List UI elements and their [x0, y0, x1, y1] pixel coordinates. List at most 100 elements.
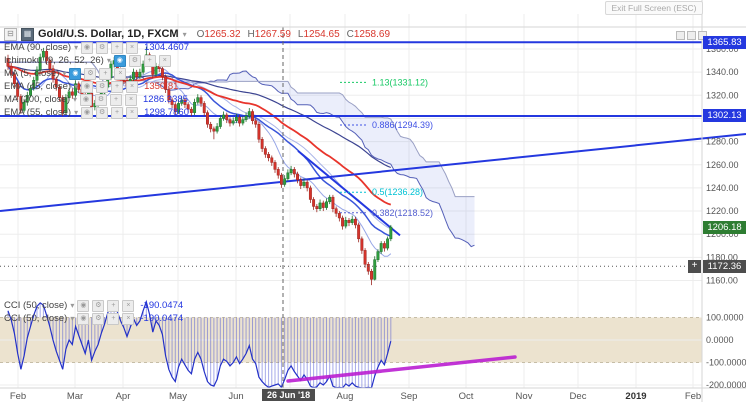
svg-text:1320.00: 1320.00: [706, 90, 739, 100]
svg-text:1160.00: 1160.00: [706, 276, 738, 286]
svg-text:Nov: Nov: [516, 391, 533, 402]
svg-text:-200.0000: -200.0000: [706, 380, 746, 390]
svg-text:1340.00: 1340.00: [706, 67, 739, 77]
close-icon[interactable]: ×: [125, 93, 138, 106]
close-icon[interactable]: ×: [158, 54, 171, 67]
legend-row[interactable]: EMA (90, close) ▾ ◉ ⚙ + × 1304.4607: [4, 41, 189, 54]
ichimoku-cloud: [8, 61, 475, 248]
legend-value: 1304.4607: [144, 42, 189, 53]
plus-icon[interactable]: +: [111, 80, 124, 93]
gear-icon[interactable]: ⚙: [95, 93, 108, 106]
legend-row[interactable]: EMA (45, close) ▾ ◉ ⚙ + × 1350.81: [4, 80, 189, 93]
svg-text:2019: 2019: [625, 391, 646, 402]
gear-icon[interactable]: ⚙: [96, 106, 109, 119]
eye-icon[interactable]: ◉: [81, 41, 94, 54]
legend-row[interactable]: Ichimoku (9, 26, 52, 26) ▾ ◉ ⚙ + ×: [4, 54, 189, 67]
caret-down-icon[interactable]: ▾: [70, 314, 75, 323]
svg-text:1240.00: 1240.00: [706, 183, 739, 193]
chart-style-icon[interactable]: ▦: [21, 27, 34, 41]
close-icon[interactable]: ×: [114, 67, 127, 80]
gear-icon[interactable]: ⚙: [92, 299, 105, 312]
pane-buttons[interactable]: [676, 31, 707, 40]
ohlc-token: O1265.32: [196, 28, 241, 40]
pane-button-icon[interactable]: [698, 31, 707, 40]
svg-text:-100.0000: -100.0000: [706, 358, 746, 368]
gear-icon[interactable]: ⚙: [96, 41, 109, 54]
legend-label: EMA (55, close): [4, 107, 72, 118]
close-icon[interactable]: ×: [126, 80, 139, 93]
gear-icon[interactable]: ⚙: [84, 67, 97, 80]
svg-text:Feb: Feb: [685, 391, 701, 402]
plus-icon[interactable]: +: [107, 299, 120, 312]
exit-fullscreen-button[interactable]: Exit Full Screen (ESC): [605, 1, 703, 15]
svg-text:1180.00: 1180.00: [706, 252, 738, 262]
legend-row[interactable]: CCI (50, close) ▾ ◉ ⚙ + × -190.0474: [4, 312, 183, 325]
symbol-title[interactable]: Gold/U.S. Dollar, 1D, FXCM: [38, 28, 179, 40]
legend-value: 1286.3385: [143, 94, 188, 105]
close-icon[interactable]: ×: [126, 106, 139, 119]
legend-row[interactable]: MA (5, close) ▾ ◉ ⚙ + ×: [4, 67, 189, 80]
plus-icon[interactable]: +: [107, 312, 120, 325]
ohlc-token: C1258.69: [346, 28, 391, 40]
close-icon[interactable]: ×: [122, 312, 135, 325]
eye-icon[interactable]: ◉: [113, 54, 126, 67]
plus-icon[interactable]: +: [111, 41, 124, 54]
cci-band: [0, 317, 702, 386]
svg-text:Dec: Dec: [570, 391, 587, 402]
svg-text:May: May: [169, 391, 187, 402]
caret-down-icon[interactable]: ▾: [62, 69, 67, 78]
close-icon[interactable]: ×: [126, 41, 139, 54]
pane-button-icon[interactable]: [687, 31, 696, 40]
svg-text:1200.00: 1200.00: [706, 229, 739, 239]
legend-value: -190.0474: [140, 300, 184, 311]
crosshair-layer: [0, 27, 702, 388]
plus-icon[interactable]: +: [143, 54, 156, 67]
collapse-icon[interactable]: ⊟: [4, 27, 17, 41]
legend-label: EMA (45, close): [4, 81, 72, 92]
eye-icon[interactable]: ◉: [81, 106, 94, 119]
svg-text:0.0000: 0.0000: [706, 335, 734, 345]
gear-icon[interactable]: ⚙: [92, 312, 105, 325]
symbol-title-row: ⊟ ▦ Gold/U.S. Dollar, 1D, FXCM ▾ O1265.3…: [4, 27, 390, 41]
caret-down-icon[interactable]: ▾: [73, 95, 78, 104]
eye-icon[interactable]: ◉: [80, 93, 93, 106]
gear-icon[interactable]: ⚙: [96, 80, 109, 93]
ohlc-values: O1265.32 H1267.59 L1254.65 C1258.69: [197, 29, 390, 40]
legend-value: 1298.7860: [144, 107, 189, 118]
price-axis-badge: 1365.83: [703, 36, 746, 49]
gear-icon[interactable]: ⚙: [128, 54, 141, 67]
legend-row[interactable]: CCI (50, close) ▾ ◉ ⚙ + × -190.0474: [4, 299, 183, 312]
legend-label: EMA (90, close): [4, 42, 72, 53]
indicator-legend: EMA (90, close) ▾ ◉ ⚙ + × 1304.4607 Ichimoku (9…: [4, 41, 189, 119]
eye-icon[interactable]: ◉: [81, 80, 94, 93]
cci-layer: [7, 299, 517, 389]
caret-down-icon[interactable]: ▾: [182, 29, 187, 39]
caret-down-icon[interactable]: ▾: [74, 108, 79, 117]
moving-averages: [7, 65, 392, 257]
legend-label: CCI (50, close): [4, 313, 68, 324]
eye-icon[interactable]: ◉: [77, 312, 90, 325]
legend-row[interactable]: EMA (55, close) ▾ ◉ ⚙ + × 1298.7860: [4, 106, 189, 119]
eye-icon[interactable]: ◉: [77, 299, 90, 312]
legend-value: 1350.81: [144, 81, 179, 92]
svg-text:Oct: Oct: [459, 391, 474, 402]
fib-label: 0.886(1294.39): [372, 120, 433, 130]
caret-down-icon[interactable]: ▾: [106, 56, 111, 65]
close-icon[interactable]: ×: [122, 299, 135, 312]
svg-text:Aug: Aug: [337, 391, 354, 402]
plus-icon[interactable]: +: [110, 93, 123, 106]
legend-label: CCI (50, close): [4, 300, 68, 311]
fib-label: 0.382(1218.52): [372, 208, 433, 218]
plus-icon[interactable]: +: [111, 106, 124, 119]
caret-down-icon[interactable]: ▾: [70, 301, 75, 310]
eye-icon[interactable]: ◉: [69, 67, 82, 80]
svg-text:Mar: Mar: [67, 391, 83, 402]
plus-icon[interactable]: +: [99, 67, 112, 80]
pane-button-icon[interactable]: [676, 31, 685, 40]
caret-down-icon[interactable]: ▾: [74, 43, 79, 52]
legend-row[interactable]: MA (200, close) ▾ ◉ ⚙ + × 1286.3385: [4, 93, 189, 106]
ohlc-token: L1254.65: [297, 28, 340, 40]
legend-label: Ichimoku (9, 26, 52, 26): [4, 55, 104, 66]
caret-down-icon[interactable]: ▾: [74, 82, 79, 91]
